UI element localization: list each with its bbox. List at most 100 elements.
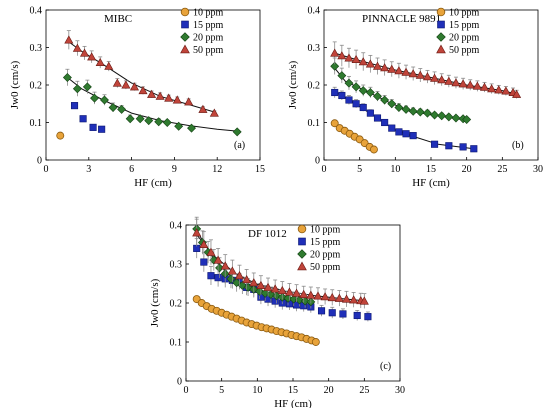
- data-point: [317, 307, 326, 315]
- x-tick-label: 9: [172, 164, 177, 175]
- data-point: [345, 96, 353, 104]
- fit-line: [334, 52, 517, 95]
- data-point: [255, 286, 264, 296]
- data-point: [339, 310, 347, 318]
- data-point: [79, 48, 90, 57]
- data-point: [232, 127, 242, 137]
- x-tick-label: 10: [390, 164, 400, 175]
- data-point: [277, 285, 287, 295]
- legend-marker: [297, 261, 307, 271]
- data-point: [90, 93, 99, 103]
- data-point: [174, 121, 184, 131]
- data-point: [380, 63, 390, 72]
- chart-panel-3: 0 5 10 15 20 25 30 0 0.1 0.2 0.3 0.4 HF (cm) Jw0 (cm/…: [149, 216, 405, 408]
- data-point: [108, 103, 118, 112]
- data-point: [300, 296, 310, 306]
- data-point: [359, 296, 369, 305]
- data-point: [458, 79, 468, 88]
- data-point: [373, 114, 382, 122]
- data-point: [472, 81, 482, 90]
- data-point: [470, 145, 478, 153]
- data-point: [349, 295, 359, 304]
- data-point: [256, 280, 266, 289]
- data-point: [306, 290, 316, 299]
- legend-label: 20 ppm: [193, 33, 224, 44]
- data-point: [198, 104, 208, 113]
- y-tick-label: 0.3: [170, 260, 183, 271]
- data-point: [209, 108, 219, 117]
- data-point: [192, 228, 202, 237]
- data-point: [172, 95, 182, 104]
- data-point: [98, 125, 106, 133]
- data-point: [462, 115, 472, 124]
- chart-panel-1: 0 3 6 9 12 15 0 0.1 0.2 0.3 0.4 HF (cm) Jw0 (cm/s) MI…: [9, 6, 265, 190]
- data-point: [369, 145, 378, 154]
- data-point: [415, 70, 425, 79]
- data-point: [401, 104, 411, 114]
- legend-label: 10 ppm: [193, 8, 224, 19]
- data-point: [409, 132, 417, 140]
- x-axis-label: HF (cm): [274, 398, 312, 408]
- data-point: [200, 258, 208, 266]
- data-point: [337, 51, 347, 60]
- data-point: [408, 106, 418, 116]
- data-point: [62, 73, 72, 82]
- data-point: [284, 287, 294, 296]
- data-point: [207, 272, 215, 280]
- data-point: [117, 104, 127, 114]
- data-point: [311, 338, 320, 346]
- data-point: [394, 66, 404, 75]
- x-tick-label: 15: [288, 385, 298, 396]
- y-tick-label: 0.4: [308, 6, 321, 17]
- x-axis-label: HF (cm): [134, 177, 172, 189]
- y-tick-label: 0.2: [30, 81, 43, 92]
- legend-marker: [297, 224, 307, 234]
- data-point: [358, 86, 368, 96]
- legend-label: 10 ppm: [449, 8, 480, 19]
- data-point: [82, 82, 92, 92]
- data-point: [330, 61, 340, 71]
- data-point: [214, 274, 222, 282]
- legend-label: 10 ppm: [310, 225, 341, 236]
- y-axis-label: Jw0 (cm/s): [287, 60, 299, 109]
- data-point: [337, 71, 347, 81]
- data-point: [401, 67, 411, 76]
- data-point: [373, 91, 382, 101]
- series-10-ppm: [192, 295, 320, 346]
- data-point: [206, 247, 216, 256]
- data-point: [249, 278, 259, 287]
- data-point: [372, 61, 383, 70]
- data-point: [465, 80, 475, 89]
- y-tick-label: 0.4: [170, 221, 183, 232]
- data-point: [387, 64, 397, 73]
- data-point: [292, 288, 302, 297]
- x-tick-label: 25: [497, 164, 507, 175]
- data-point: [422, 108, 432, 118]
- chart-title: MIBC: [104, 13, 132, 25]
- data-point: [144, 116, 154, 126]
- y-tick-label: 0.1: [308, 118, 321, 129]
- legend-label: 15 ppm: [310, 237, 341, 248]
- legend-marker: [436, 44, 446, 54]
- data-point: [512, 89, 522, 98]
- series-15-ppm: [331, 86, 478, 153]
- data-point: [125, 114, 135, 124]
- data-point: [104, 61, 114, 70]
- data-point: [227, 266, 237, 275]
- data-point: [444, 112, 454, 122]
- series-50-ppm: [330, 41, 522, 99]
- series-50-ppm: [64, 30, 219, 117]
- legend-marker: [297, 249, 307, 259]
- y-tick-label: 0.3: [308, 43, 321, 54]
- data-point: [387, 99, 397, 109]
- data-point: [89, 123, 97, 131]
- data-point: [459, 143, 467, 151]
- data-point: [138, 85, 148, 95]
- data-point: [330, 119, 339, 128]
- y-tick-label: 0: [37, 156, 42, 167]
- data-point: [359, 103, 367, 112]
- panel-label: (a): [234, 140, 245, 151]
- data-point: [283, 293, 293, 303]
- data-point: [213, 255, 223, 264]
